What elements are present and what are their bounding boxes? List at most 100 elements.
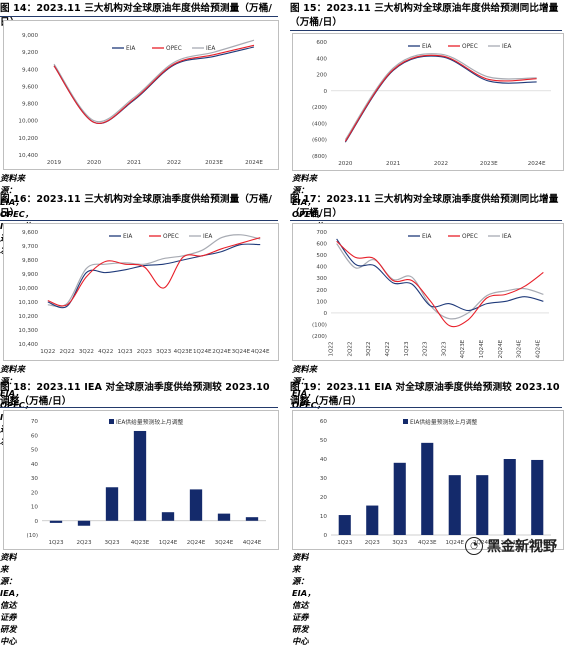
y-tick-label: 0	[323, 311, 327, 317]
legend-label-opec: OPEC	[163, 234, 179, 240]
y-tick-label: 500	[316, 253, 327, 259]
x-tick-label: 3Q24E	[215, 540, 234, 546]
x-tick-label: 1Q24E	[479, 339, 485, 358]
legend-label-opec: OPEC	[166, 46, 182, 52]
y-tick-label: 10,000	[18, 119, 38, 125]
y-tick-label: 10,200	[18, 136, 38, 142]
line-chart-annual-supply: 9,000 9,200 9,400 9,600 9,800 10,000 10,200 10,…	[18, 33, 263, 166]
x-tick-label: 1Q23	[337, 540, 353, 546]
y-tick-label: 9,900	[22, 272, 38, 278]
x-tick-label: 1Q24E	[445, 540, 464, 546]
x-tick-label: 3Q24E	[500, 540, 519, 546]
x-tick-label: 2Q22	[60, 349, 75, 355]
legend-label-iea: IEA	[206, 46, 215, 52]
x-tick-label: 1Q22	[40, 349, 55, 355]
legend-label-eia: EIA	[123, 234, 132, 240]
x-tick-label: 2020	[87, 160, 102, 166]
legend-label-iea: IEA	[502, 44, 511, 50]
x-tick-label: 4Q22	[385, 341, 391, 356]
x-tick-label: 2Q22	[347, 341, 353, 356]
x-tick-label: 2020	[338, 161, 353, 167]
figure-16-title: 图 16：2023.11 三大机构对全球原油季度供给预测量（万桶/日）	[0, 194, 272, 219]
y-tick-label: (200)	[312, 334, 327, 340]
series-line-eia	[47, 243, 261, 309]
figure-14-rule	[0, 16, 278, 17]
wechat-icon: ◔	[465, 537, 483, 555]
y-tick-label: (200)	[312, 105, 327, 111]
line-chart-quarterly-supply: 9,600 9,700 9,800 9,900 10,000 10,100 10,200 10…	[18, 230, 270, 355]
watermark-text: 黑金新视野	[487, 539, 557, 555]
legend-label-opec: OPEC	[462, 234, 478, 240]
figure-19-source: 资料来源：EIA，信达证券研发中心	[292, 552, 316, 646]
x-tick-label: 3Q23	[156, 349, 172, 355]
figure-15-rule	[290, 30, 562, 31]
y-tick-label: 9,400	[22, 67, 38, 73]
x-tick-label: 2021	[127, 160, 142, 166]
x-tick-label: 3Q23	[441, 341, 447, 357]
series-line-eia	[336, 238, 544, 312]
y-tick-label: 10	[31, 505, 39, 511]
y-tick-label: 9,800	[22, 258, 38, 264]
y-tick-label: 30	[320, 476, 328, 482]
y-tick-label: (600)	[312, 138, 327, 144]
y-tick-label: (100)	[312, 322, 327, 328]
y-tick-label: 20	[31, 490, 39, 496]
legend-label-eia: EIA	[126, 46, 135, 52]
bar	[393, 462, 406, 535]
figure-14-chart: 9,000 9,200 9,400 9,600 9,800 10,000 10,200 10,…	[3, 20, 279, 170]
y-tick-label: 60	[320, 419, 328, 425]
y-tick-label: 200	[316, 288, 327, 294]
series-line-opec	[344, 54, 537, 142]
x-tick-label: 4Q23E	[418, 540, 437, 546]
x-tick-label: 2Q23	[365, 540, 381, 546]
y-tick-label: 400	[316, 56, 327, 62]
figure-18-source: 资料来源：IEA，信达证券研发中心	[0, 552, 24, 646]
y-tick-label: 50	[320, 438, 328, 444]
figure-19-chart: 60 50 40 30 20 10 0 1Q23 2Q23 3Q23 4Q23E 1Q24E 2Q24E…	[292, 410, 564, 550]
x-tick-label: 3Q23	[392, 540, 408, 546]
y-tick-label: 200	[316, 73, 327, 79]
bar	[133, 430, 147, 521]
x-tick-label: 4Q23E	[174, 349, 193, 355]
x-tick-label: 2021	[386, 161, 401, 167]
watermark: ◔ 黑金新视野	[465, 536, 557, 556]
bar	[217, 513, 231, 521]
y-tick-label: 40	[320, 457, 328, 463]
y-tick-label: 50	[31, 448, 39, 454]
y-tick-label: 10,000	[18, 286, 38, 292]
x-tick-label: 1Q23	[117, 349, 133, 355]
y-tick-label: 10,200	[18, 314, 38, 320]
y-tick-label: 40	[31, 462, 39, 468]
figure-15-title: 图 15：2023.11 三大机构对全球原油年度供给预测同比增量（万桶/日）	[290, 3, 559, 28]
x-tick-label: 1Q22	[329, 341, 335, 356]
x-tick-label: 4Q22	[98, 349, 113, 355]
legend-swatch	[109, 419, 114, 424]
series-line-iea	[344, 53, 537, 141]
y-tick-label: 70	[31, 419, 39, 425]
figure-19-title: 图 19：2023.11 EIA 对全球原油季度供给预测较 2023.10 调整…	[290, 382, 560, 407]
x-tick-label: 2023E	[205, 160, 223, 166]
line-chart-quarterly-growth: 700 600 500 400 300 200 100 0 (100) (200)1Q22 2Q22…	[312, 230, 549, 358]
legend-label: EIA供给量预测较上月调整	[410, 418, 478, 426]
bar-chart-iea-revision: 70 60 50 40 30 20 10 0 (10) 1Q23 2Q23 3Q23 4Q23E 1Q24…	[27, 418, 266, 546]
bar	[448, 475, 461, 535]
x-tick-label: 4Q23E	[460, 339, 466, 358]
x-tick-label: 2Q23	[76, 540, 92, 546]
y-tick-label: 300	[316, 276, 327, 282]
y-tick-label: 600	[316, 40, 327, 46]
bar	[161, 512, 175, 521]
x-tick-label: 2024E	[245, 160, 263, 166]
y-tick-label: 0	[34, 519, 38, 525]
line-chart-annual-growth: 600 400 200 0 (200) (400) (600) (800) 2020 2021 20…	[312, 40, 551, 167]
legend-label-iea: IEA	[502, 234, 511, 240]
x-tick-label: 3Q24E	[232, 349, 251, 355]
y-tick-label: 10	[320, 514, 328, 520]
series-line-iea	[53, 39, 255, 123]
y-tick-label: 9,000	[22, 33, 38, 39]
bar	[49, 520, 63, 523]
x-tick-label: 2023E	[480, 161, 498, 167]
bar	[77, 520, 91, 526]
x-tick-label: 4Q24E	[251, 349, 270, 355]
x-tick-label: 2Q23	[137, 349, 153, 355]
